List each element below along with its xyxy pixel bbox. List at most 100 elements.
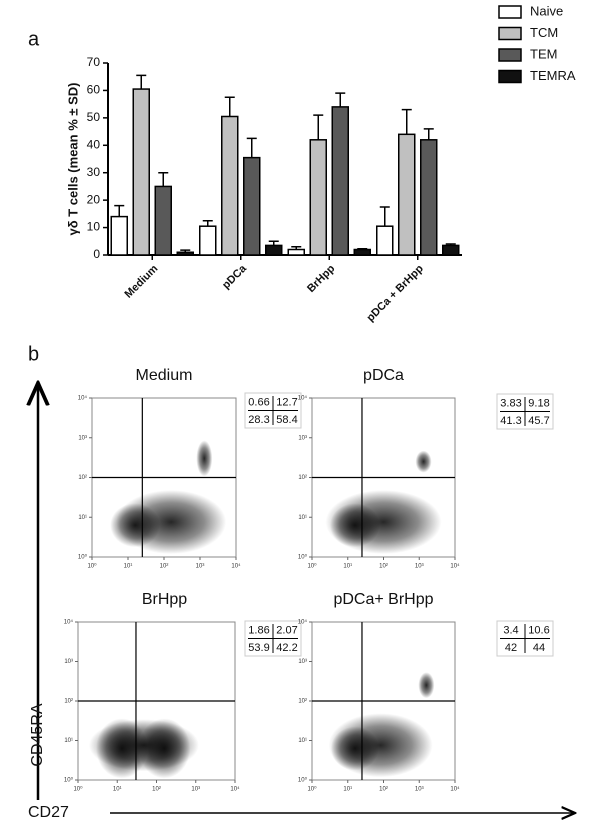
y-tick-label: 10²: [298, 475, 307, 481]
x-tick-label: 10²: [379, 564, 388, 570]
x-tick-label: 10⁴: [450, 563, 460, 570]
x-tick-label: 10⁰: [307, 786, 317, 793]
plot-title: pDCa+ BrHpp: [333, 591, 433, 608]
y-tick-label: 10⁰: [78, 554, 88, 561]
quadrant-value: 1.86: [248, 625, 269, 637]
quadrant-value: 3.4: [503, 625, 518, 637]
x-tick-label: 10¹: [113, 787, 122, 793]
density-cloud: [415, 450, 432, 473]
y-tick-label: 10⁴: [64, 619, 74, 626]
bar: [132, 88, 150, 256]
bar: [309, 139, 327, 256]
quadrant-value: 2.07: [276, 625, 297, 637]
x-tick-label: pDCa + BrHpp: [364, 262, 426, 324]
y-tick-label: 30: [87, 165, 101, 179]
y-tick-label: 10³: [298, 435, 307, 441]
error-bar: [379, 206, 390, 227]
bar: [398, 133, 416, 256]
y-tick-label: 10⁰: [298, 554, 308, 561]
legend-swatch: [498, 48, 522, 62]
error-bar: [335, 92, 346, 107]
error-bar: [180, 249, 191, 253]
x-tick-label: 10¹: [343, 564, 352, 570]
density-cloud: [329, 503, 380, 548]
x-tick-label: 10⁴: [230, 786, 240, 793]
quadrant-value: 3.83: [500, 398, 521, 410]
quadrant-value: 10.6: [528, 625, 549, 637]
y-tick-label: 10³: [78, 435, 87, 441]
y-tick-label: 40: [87, 137, 101, 151]
error-bar: [136, 74, 147, 90]
legend-swatch: [498, 5, 522, 19]
density-cloud: [88, 719, 199, 772]
quadrant-value: 9.18: [528, 398, 549, 410]
bar: [353, 248, 371, 256]
density-cloud: [418, 672, 435, 699]
y-tick-label: 70: [87, 55, 101, 69]
x-tick-label: 10⁴: [450, 786, 460, 793]
density-cloud: [330, 726, 379, 771]
quadrant-value: 41.3: [500, 415, 521, 427]
error-bar: [357, 247, 368, 250]
x-tick-label: 10³: [191, 787, 200, 793]
y-tick-label: 10⁰: [64, 777, 74, 784]
x-tick-label: 10³: [415, 564, 424, 570]
quadrant-value: 12.7: [276, 397, 297, 409]
panel-label: b: [28, 343, 39, 365]
x-tick-label: 10⁴: [231, 563, 241, 570]
error-bar: [202, 219, 213, 227]
y-tick-label: 10⁴: [78, 395, 88, 402]
bar: [442, 244, 460, 256]
error-bar: [114, 204, 125, 217]
error-bar: [158, 171, 169, 187]
error-bar: [268, 240, 279, 246]
quadrant-value: 0.66: [248, 397, 269, 409]
legend-label: TEMRA: [530, 68, 576, 83]
y-tick-label: 10⁴: [298, 619, 308, 626]
x-tick-label: 10⁰: [87, 563, 97, 570]
y-tick-label: 10⁰: [298, 777, 308, 784]
x-tick-label: 10³: [196, 564, 205, 570]
y-tick-label: 60: [87, 83, 101, 97]
y-tick-label: 10²: [64, 699, 73, 705]
error-bar: [445, 243, 456, 246]
bar: [221, 115, 239, 256]
y-tick-label: 20: [87, 192, 101, 206]
y-tick-label: 10⁴: [298, 395, 308, 402]
x-tick-label: Medium: [123, 263, 161, 301]
plot-title: Medium: [136, 367, 193, 384]
error-bar: [401, 108, 412, 135]
quadrant-value: 42.2: [276, 642, 297, 654]
bar: [199, 225, 217, 256]
x-axis-title: CD27: [28, 804, 69, 821]
y-tick-label: 10²: [78, 475, 87, 481]
error-bar: [246, 137, 257, 158]
quadrant-value: 53.9: [248, 642, 269, 654]
y-tick-label: 10²: [298, 699, 307, 705]
bar: [243, 156, 261, 256]
bar: [287, 248, 305, 256]
legend-swatch: [498, 26, 522, 41]
y-axis-title: γδ T cells (mean % ± SD): [65, 82, 80, 235]
y-axis-title: CD45RA: [29, 703, 46, 766]
legend-label: TEM: [530, 46, 557, 61]
x-tick-label: BrHpp: [305, 262, 337, 294]
plot-title: BrHpp: [142, 591, 187, 608]
x-tick-label: 10⁰: [73, 786, 83, 793]
quadrant-value: 58.4: [276, 414, 297, 426]
bar: [176, 251, 194, 256]
y-tick-label: 0: [93, 247, 100, 261]
y-tick-label: 10: [87, 220, 101, 234]
y-tick-label: 10¹: [78, 515, 87, 521]
x-tick-label: 10²: [379, 787, 388, 793]
quadrant-value: 28.3: [248, 414, 269, 426]
legend-label: TCM: [530, 25, 558, 40]
bar: [331, 106, 349, 256]
bar: [154, 185, 172, 256]
x-tick-label: 10³: [415, 787, 424, 793]
panel-label: a: [28, 28, 40, 50]
quadrant-value: 45.7: [528, 415, 549, 427]
y-tick-label: 50: [87, 110, 101, 124]
x-tick-label: 10¹: [124, 564, 133, 570]
